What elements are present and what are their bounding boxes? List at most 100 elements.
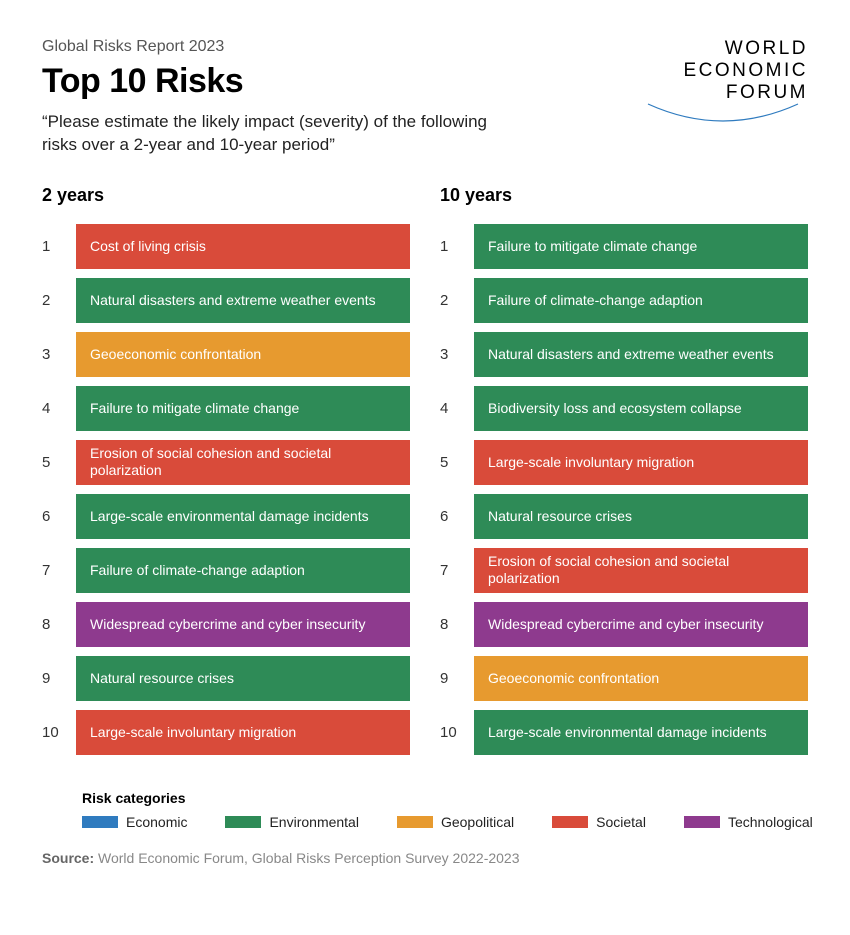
risk-bar: Failure to mitigate climate change (474, 224, 808, 269)
risk-columns: 2 years 1 Cost of living crisis 2 Natural di… (42, 185, 808, 764)
risk-row: 1 Failure to mitigate climate change (440, 224, 808, 269)
risk-row: 5Large-scale involuntary migration (440, 440, 808, 485)
risk-label: Erosion of social cohesion and societal … (488, 553, 794, 588)
risk-rank: 4 (440, 400, 474, 417)
risk-rank: 10 (440, 724, 474, 741)
risk-rank: 10 (42, 724, 76, 741)
risk-bar: Geoeconomic confrontation (474, 656, 808, 701)
risk-label: Biodiversity loss and ecosystem collapse (488, 400, 742, 418)
source-label: Source: (42, 850, 94, 866)
page-title: Top 10 Risks (42, 62, 608, 101)
legend-swatch (397, 816, 433, 828)
risk-rank: 1 (440, 238, 474, 255)
risk-rank: 5 (42, 454, 76, 471)
risk-label: Natural resource crises (488, 508, 632, 526)
risk-row: 7 Failure of climate-change adaption (42, 548, 410, 593)
logo-line-3: FORUM (726, 82, 808, 103)
risk-row: 2 Failure of climate-change adaption (440, 278, 808, 323)
risk-row: 9 Geoeconomic confrontation (440, 656, 808, 701)
header: Global Risks Report 2023 Top 10 Risks “P… (42, 38, 808, 157)
legend-label: Environmental (269, 814, 359, 830)
risk-label: Widespread cybercrime and cyber insecuri… (488, 616, 763, 634)
risk-bar: Large-scale involuntary migration (76, 710, 410, 755)
risk-bar: Large-scale involuntary migration (474, 440, 808, 485)
logo-line-1: WORLD (725, 38, 808, 59)
risk-label: Large-scale environmental damage inciden… (488, 724, 767, 742)
legend-item: Technological (684, 814, 813, 830)
risk-rank: 6 (440, 508, 474, 525)
risk-bar: Natural resource crises (474, 494, 808, 539)
risk-bar: Large-scale environmental damage inciden… (474, 710, 808, 755)
risk-bar: Failure to mitigate climate change (76, 386, 410, 431)
risk-label: Natural resource crises (90, 670, 234, 688)
legend-item: Societal (552, 814, 646, 830)
legend-title: Risk categories (82, 790, 808, 806)
risk-label: Failure to mitigate climate change (488, 238, 697, 256)
logo-line-2: ECONOMIC (684, 60, 809, 81)
legend-swatch (82, 816, 118, 828)
risk-row: 4 Biodiversity loss and ecosystem collaps… (440, 386, 808, 431)
risk-label: Erosion of social cohesion and societal … (90, 445, 396, 480)
risk-row: 4 Failure to mitigate climate change (42, 386, 410, 431)
column-title: 2 years (42, 185, 410, 206)
risk-bar: Erosion of social cohesion and societal … (76, 440, 410, 485)
risk-rank: 7 (42, 562, 76, 579)
risk-rank: 1 (42, 238, 76, 255)
risk-label: Geoeconomic confrontation (488, 670, 659, 688)
wef-logo: WORLD ECONOMIC FORUM (638, 38, 808, 128)
risk-row: 2 Natural disasters and extreme weather e… (42, 278, 410, 323)
risk-row: 10 Large-scale environmental damage incid… (440, 710, 808, 755)
risk-rank: 3 (440, 346, 474, 363)
risk-bar: Cost of living crisis (76, 224, 410, 269)
risk-row: 3 Natural disasters and extreme weather e… (440, 332, 808, 377)
legend-item: Economic (82, 814, 187, 830)
logo-text: WORLD ECONOMIC FORUM (684, 38, 809, 104)
legend-label: Technological (728, 814, 813, 830)
legend-item: Environmental (225, 814, 359, 830)
risk-row: 7 Erosion of social cohesion and societal… (440, 548, 808, 593)
risk-label: Large-scale environmental damage inciden… (90, 508, 369, 526)
legend-item: Geopolitical (397, 814, 514, 830)
risk-rank: 7 (440, 562, 474, 579)
risk-bar: Erosion of social cohesion and societal … (474, 548, 808, 593)
legend-label: Economic (126, 814, 187, 830)
risk-rank: 6 (42, 508, 76, 525)
risk-row: 6 Large-scale environmental damage incide… (42, 494, 410, 539)
risk-label: Natural disasters and extreme weather ev… (488, 346, 774, 364)
legend-items: Economic Environmental Geopolitical Societa… (82, 814, 808, 830)
risk-bar: Failure of climate-change adaption (474, 278, 808, 323)
risk-label: Widespread cybercrime and cyber insecuri… (90, 616, 365, 634)
risk-bar: Widespread cybercrime and cyber insecuri… (76, 602, 410, 647)
risk-row: 9 Natural resource crises (42, 656, 410, 701)
header-text: Global Risks Report 2023 Top 10 Risks “P… (42, 38, 638, 157)
risk-rank: 4 (42, 400, 76, 417)
risk-column: 2 years 1 Cost of living crisis 2 Natural di… (42, 185, 410, 764)
legend-label: Geopolitical (441, 814, 514, 830)
risk-rank: 2 (440, 292, 474, 309)
source-text: World Economic Forum, Global Risks Perce… (98, 850, 519, 866)
risk-label: Failure of climate-change adaption (488, 292, 703, 310)
legend-label: Societal (596, 814, 646, 830)
risk-bar: Natural resource crises (76, 656, 410, 701)
risk-label: Failure of climate-change adaption (90, 562, 305, 580)
logo-arc-icon (638, 102, 808, 126)
legend-swatch (552, 816, 588, 828)
column-title: 10 years (440, 185, 808, 206)
risk-rank: 8 (42, 616, 76, 633)
risk-row: 10 Large-scale involuntary migration (42, 710, 410, 755)
risk-rank: 9 (440, 670, 474, 687)
risk-label: Large-scale involuntary migration (90, 724, 296, 742)
risk-label: Cost of living crisis (90, 238, 206, 256)
risk-row: 6 Natural resource crises (440, 494, 808, 539)
risk-rank: 9 (42, 670, 76, 687)
risk-label: Failure to mitigate climate change (90, 400, 299, 418)
risk-row: 1 Cost of living crisis (42, 224, 410, 269)
risk-rank: 2 (42, 292, 76, 309)
risk-label: Natural disasters and extreme weather ev… (90, 292, 376, 310)
risk-bar: Failure of climate-change adaption (76, 548, 410, 593)
risk-bar: Geoeconomic confrontation (76, 332, 410, 377)
subtitle: “Please estimate the likely impact (seve… (42, 111, 522, 157)
risk-bar: Natural disasters and extreme weather ev… (76, 278, 410, 323)
risk-rank: 5 (440, 454, 474, 471)
risk-bar: Natural disasters and extreme weather ev… (474, 332, 808, 377)
